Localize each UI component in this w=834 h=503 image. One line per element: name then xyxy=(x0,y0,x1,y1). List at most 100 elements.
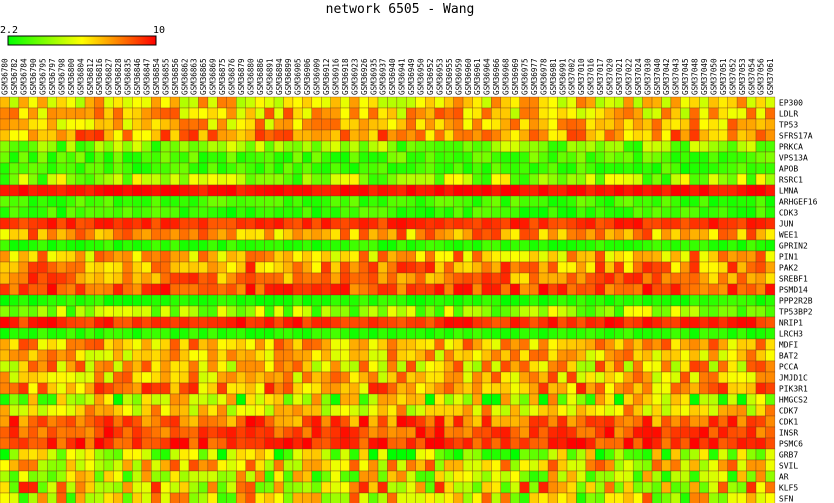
heatmap-cell xyxy=(358,217,369,230)
heatmap-cell xyxy=(65,206,76,219)
heatmap-cell xyxy=(510,305,520,318)
heatmap-cell xyxy=(746,371,757,384)
heatmap-cell xyxy=(595,140,605,153)
heatmap-cell xyxy=(349,206,360,219)
row-label: WEE1 xyxy=(779,230,798,239)
heatmap-cell xyxy=(179,250,190,263)
heatmap-cell xyxy=(179,151,190,164)
heatmap-cell xyxy=(632,195,643,208)
heatmap-cell xyxy=(151,448,161,461)
heatmap-cell xyxy=(283,294,294,307)
heatmap-cell xyxy=(765,349,776,362)
heatmap-cell xyxy=(37,107,48,120)
heatmap-cell xyxy=(642,250,653,263)
heatmap-cell xyxy=(28,261,38,274)
heatmap-cell xyxy=(727,459,738,472)
heatmap-cell xyxy=(56,206,67,219)
heatmap-cell xyxy=(434,305,445,318)
heatmap-cell xyxy=(387,349,398,362)
heatmap-cell xyxy=(141,338,152,351)
heatmap-cell xyxy=(718,426,728,439)
heatmap-cell xyxy=(689,327,700,340)
heatmap-cell xyxy=(151,382,161,395)
heatmap-cell xyxy=(547,382,558,395)
heatmap-cell xyxy=(0,162,10,175)
heatmap-cell xyxy=(368,305,379,318)
heatmap-cell xyxy=(368,173,379,186)
heatmap-cell xyxy=(151,481,161,494)
heatmap-cell xyxy=(547,437,558,450)
heatmap-cell xyxy=(453,426,464,439)
heatmap-cell xyxy=(188,173,199,186)
heatmap-cell xyxy=(122,261,133,274)
heatmap-cell xyxy=(264,250,275,263)
heatmap-cell xyxy=(236,426,246,439)
heatmap-cell xyxy=(236,437,246,450)
heatmap-cell xyxy=(28,492,38,503)
heatmap-cell xyxy=(547,129,558,142)
heatmap-cell xyxy=(188,492,199,503)
heatmap-cell xyxy=(604,437,615,450)
heatmap-cell xyxy=(207,195,218,208)
heatmap-cell xyxy=(358,151,369,164)
heatmap-cell xyxy=(321,140,331,153)
heatmap-cell xyxy=(84,371,95,384)
heatmap-cell xyxy=(680,481,691,494)
heatmap-cell xyxy=(727,195,738,208)
column-label: GSM37043 xyxy=(672,58,681,95)
heatmap-cell xyxy=(566,151,577,164)
heatmap-cell xyxy=(491,239,502,252)
heatmap-cell xyxy=(169,272,180,285)
row-label: LMNA xyxy=(779,186,798,195)
heatmap-cell xyxy=(529,492,539,503)
row-label: KLF5 xyxy=(779,483,798,492)
heatmap-cell xyxy=(160,239,171,252)
heatmap-cell xyxy=(217,316,227,329)
heatmap-cell xyxy=(65,129,76,142)
heatmap-cell xyxy=(160,404,171,417)
heatmap-cell xyxy=(151,360,161,373)
heatmap-cell xyxy=(198,162,209,175)
heatmap-cell xyxy=(245,162,256,175)
heatmap-cell xyxy=(358,173,369,186)
heatmap-cell xyxy=(387,261,398,274)
heatmap-cell xyxy=(226,338,237,351)
heatmap-cell xyxy=(425,206,435,219)
heatmap-cell xyxy=(755,129,766,142)
heatmap-cell xyxy=(670,96,681,109)
heatmap-cell xyxy=(18,404,29,417)
heatmap-cell xyxy=(28,305,38,318)
heatmap-cell xyxy=(755,393,766,406)
heatmap-cell xyxy=(614,316,624,329)
heatmap-cell xyxy=(491,184,502,197)
heatmap-cell xyxy=(623,338,634,351)
heatmap-cell xyxy=(113,437,124,450)
heatmap-cell xyxy=(396,228,407,241)
heatmap-cell xyxy=(18,151,29,164)
heatmap-cell xyxy=(340,437,350,450)
heatmap-cell xyxy=(368,107,379,120)
heatmap-cell xyxy=(94,206,105,219)
heatmap-cell xyxy=(340,283,350,296)
heatmap-cell xyxy=(84,327,95,340)
heatmap-cell xyxy=(236,382,246,395)
heatmap-cell xyxy=(481,305,492,318)
heatmap-cell xyxy=(377,228,388,241)
heatmap-cell xyxy=(642,305,653,318)
heatmap-cell xyxy=(0,140,10,153)
heatmap-cell xyxy=(661,481,672,494)
heatmap-cell xyxy=(358,195,369,208)
heatmap-cell xyxy=(755,382,766,395)
heatmap-cell xyxy=(358,481,369,494)
heatmap-cell xyxy=(254,228,265,241)
heatmap-cell xyxy=(103,448,114,461)
heatmap-cell xyxy=(65,294,76,307)
heatmap-cell xyxy=(9,250,20,263)
heatmap-cell xyxy=(47,96,57,109)
column-label: GSM36909 xyxy=(313,58,322,95)
heatmap-cell xyxy=(595,151,605,164)
heatmap-cell xyxy=(245,448,256,461)
heatmap-cell xyxy=(670,206,681,219)
heatmap-cell xyxy=(519,294,530,307)
heatmap-cell xyxy=(481,294,492,307)
